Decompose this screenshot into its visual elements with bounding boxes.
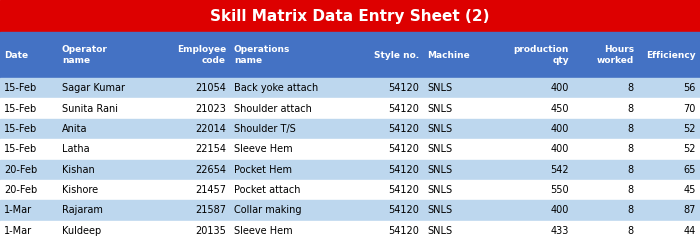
Text: 54120: 54120 xyxy=(388,165,419,175)
Text: Latha: Latha xyxy=(62,144,90,154)
Text: 15-Feb: 15-Feb xyxy=(4,144,37,154)
Text: Kuldeep: Kuldeep xyxy=(62,226,102,236)
Text: Sleeve Hem: Sleeve Hem xyxy=(234,226,293,236)
Text: Anita: Anita xyxy=(62,124,88,134)
Text: 542: 542 xyxy=(550,165,569,175)
Text: production
qty: production qty xyxy=(514,45,569,65)
Text: 54120: 54120 xyxy=(388,185,419,195)
Text: 20-Feb: 20-Feb xyxy=(4,185,37,195)
Text: Date: Date xyxy=(4,51,28,60)
Text: 8: 8 xyxy=(628,226,634,236)
Text: 15-Feb: 15-Feb xyxy=(4,124,37,134)
Text: 54120: 54120 xyxy=(388,226,419,236)
Text: 15-Feb: 15-Feb xyxy=(4,104,37,114)
Text: Collar making: Collar making xyxy=(234,205,302,215)
Text: 8: 8 xyxy=(628,185,634,195)
Text: Sleeve Hem: Sleeve Hem xyxy=(234,144,293,154)
Text: 550: 550 xyxy=(550,185,569,195)
Text: 8: 8 xyxy=(628,124,634,134)
Text: 400: 400 xyxy=(551,83,569,93)
Text: Employee
code: Employee code xyxy=(176,45,226,65)
Text: 20135: 20135 xyxy=(195,226,226,236)
Text: Operations
name: Operations name xyxy=(234,45,290,65)
Bar xyxy=(0,200,700,221)
Text: 8: 8 xyxy=(628,144,634,154)
Text: 65: 65 xyxy=(684,165,696,175)
Text: 8: 8 xyxy=(628,205,634,215)
Text: 22154: 22154 xyxy=(195,144,226,154)
Bar xyxy=(0,180,700,200)
Text: 1-Mar: 1-Mar xyxy=(4,226,32,236)
Text: Hours
worked: Hours worked xyxy=(596,45,634,65)
Text: 87: 87 xyxy=(684,205,696,215)
Text: 54120: 54120 xyxy=(388,83,419,93)
Bar xyxy=(0,160,700,180)
Text: 400: 400 xyxy=(551,124,569,134)
Text: SNLS: SNLS xyxy=(427,165,452,175)
Text: 8: 8 xyxy=(628,83,634,93)
Text: 45: 45 xyxy=(684,185,696,195)
Text: 54120: 54120 xyxy=(388,144,419,154)
Text: 8: 8 xyxy=(628,165,634,175)
Text: Kishore: Kishore xyxy=(62,185,98,195)
Text: SNLS: SNLS xyxy=(427,205,452,215)
Text: 54120: 54120 xyxy=(388,124,419,134)
Bar xyxy=(0,0,700,32)
Text: 433: 433 xyxy=(551,226,569,236)
Text: Operator
name: Operator name xyxy=(62,45,108,65)
Text: 1-Mar: 1-Mar xyxy=(4,205,32,215)
Text: 400: 400 xyxy=(551,205,569,215)
Text: Sagar Kumar: Sagar Kumar xyxy=(62,83,125,93)
Text: 450: 450 xyxy=(550,104,569,114)
Bar xyxy=(0,139,700,160)
Text: Back yoke attach: Back yoke attach xyxy=(234,83,318,93)
Text: 20-Feb: 20-Feb xyxy=(4,165,37,175)
Text: 400: 400 xyxy=(551,144,569,154)
Text: Shoulder attach: Shoulder attach xyxy=(234,104,312,114)
Text: 22014: 22014 xyxy=(195,124,226,134)
Bar xyxy=(0,32,700,78)
Text: Style no.: Style no. xyxy=(374,51,419,60)
Text: SNLS: SNLS xyxy=(427,124,452,134)
Bar xyxy=(0,78,700,98)
Text: 44: 44 xyxy=(684,226,696,236)
Text: 56: 56 xyxy=(684,83,696,93)
Text: Skill Matrix Data Entry Sheet (2): Skill Matrix Data Entry Sheet (2) xyxy=(210,8,490,24)
Text: 22654: 22654 xyxy=(195,165,226,175)
Text: Shoulder T/S: Shoulder T/S xyxy=(234,124,295,134)
Bar xyxy=(0,119,700,139)
Text: SNLS: SNLS xyxy=(427,83,452,93)
Text: Kishan: Kishan xyxy=(62,165,94,175)
Text: SNLS: SNLS xyxy=(427,104,452,114)
Text: 52: 52 xyxy=(683,124,696,134)
Text: 52: 52 xyxy=(683,144,696,154)
Text: 54120: 54120 xyxy=(388,205,419,215)
Text: 21587: 21587 xyxy=(195,205,226,215)
Text: 15-Feb: 15-Feb xyxy=(4,83,37,93)
Text: Sunita Rani: Sunita Rani xyxy=(62,104,118,114)
Text: 8: 8 xyxy=(628,104,634,114)
Bar xyxy=(0,98,700,119)
Text: SNLS: SNLS xyxy=(427,185,452,195)
Text: Machine: Machine xyxy=(427,51,470,60)
Text: Efficiency: Efficiency xyxy=(646,51,696,60)
Text: 21054: 21054 xyxy=(195,83,226,93)
Text: Pocket Hem: Pocket Hem xyxy=(234,165,292,175)
Text: 54120: 54120 xyxy=(388,104,419,114)
Text: 70: 70 xyxy=(684,104,696,114)
Text: Pocket attach: Pocket attach xyxy=(234,185,300,195)
Text: 21457: 21457 xyxy=(195,185,226,195)
Text: SNLS: SNLS xyxy=(427,226,452,236)
Text: SNLS: SNLS xyxy=(427,144,452,154)
Text: Rajaram: Rajaram xyxy=(62,205,103,215)
Bar xyxy=(0,221,700,241)
Text: 21023: 21023 xyxy=(195,104,226,114)
